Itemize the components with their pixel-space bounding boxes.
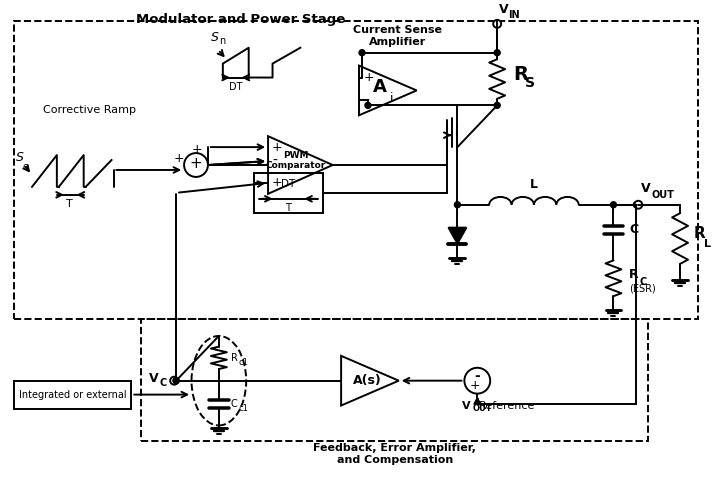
Text: T: T: [285, 203, 292, 213]
Circle shape: [611, 202, 617, 208]
Text: +: +: [190, 155, 202, 171]
Text: Comparator: Comparator: [265, 161, 326, 170]
Circle shape: [633, 202, 639, 208]
Text: (ESR): (ESR): [630, 283, 656, 293]
Text: n: n: [219, 35, 225, 46]
Text: -: -: [364, 93, 369, 107]
Text: V: V: [641, 182, 651, 195]
Text: C: C: [639, 277, 647, 287]
Bar: [253, 173, 323, 212]
Text: R: R: [513, 65, 528, 83]
Text: OUT: OUT: [651, 190, 674, 200]
Circle shape: [173, 378, 179, 384]
Text: +: +: [272, 141, 283, 154]
Text: C: C: [231, 398, 238, 409]
Circle shape: [494, 50, 500, 56]
Text: L: L: [530, 178, 538, 191]
Text: Modulator and Power Stage: Modulator and Power Stage: [136, 13, 345, 26]
Text: c1: c1: [239, 404, 248, 413]
Text: Integrated or external: Integrated or external: [19, 389, 126, 400]
Text: Feedback, Error Amplifier,
and Compensation: Feedback, Error Amplifier, and Compensat…: [313, 443, 477, 465]
Text: R: R: [630, 268, 639, 281]
Text: DT: DT: [282, 179, 295, 189]
Text: C: C: [630, 223, 638, 236]
Text: T: T: [66, 199, 73, 209]
Text: +: +: [191, 142, 202, 156]
Polygon shape: [268, 136, 333, 194]
Circle shape: [493, 20, 501, 28]
Text: S: S: [211, 31, 219, 44]
Text: C: C: [160, 378, 168, 387]
Text: R: R: [694, 226, 705, 241]
Polygon shape: [359, 66, 417, 115]
Text: L: L: [704, 239, 711, 248]
Text: S: S: [16, 150, 24, 164]
Circle shape: [359, 50, 365, 56]
Text: OUT: OUT: [472, 404, 492, 413]
Circle shape: [365, 103, 371, 108]
Bar: [142, 319, 648, 441]
Text: PWM: PWM: [282, 150, 308, 160]
Text: e: e: [22, 162, 28, 172]
Text: +: +: [470, 379, 481, 392]
Text: i: i: [390, 92, 393, 105]
Text: Corrective Ramp: Corrective Ramp: [43, 106, 136, 115]
Text: +: +: [272, 176, 283, 189]
Text: IN: IN: [508, 10, 520, 20]
Text: V: V: [499, 3, 509, 16]
Text: c1: c1: [239, 358, 248, 367]
Text: -: -: [272, 154, 277, 168]
Text: Reference: Reference: [479, 401, 536, 411]
Circle shape: [173, 378, 179, 384]
Bar: [14, 381, 131, 409]
Text: DT: DT: [229, 81, 243, 92]
Circle shape: [464, 368, 490, 393]
Text: +: +: [174, 151, 184, 165]
Text: S: S: [525, 76, 535, 90]
Text: A: A: [373, 78, 387, 97]
Circle shape: [170, 377, 178, 385]
Text: V: V: [462, 401, 471, 411]
Text: R: R: [231, 353, 238, 363]
Text: +: +: [364, 71, 375, 84]
Circle shape: [494, 103, 500, 108]
Text: Current Sense
Amplifier: Current Sense Amplifier: [353, 25, 443, 47]
Circle shape: [635, 201, 643, 209]
Circle shape: [184, 153, 208, 177]
Text: V: V: [149, 372, 158, 385]
Bar: [14, 21, 698, 319]
Text: -: -: [474, 369, 480, 383]
Text: A(s): A(s): [352, 374, 381, 387]
Polygon shape: [341, 356, 399, 406]
Circle shape: [454, 202, 461, 208]
Polygon shape: [448, 228, 466, 244]
